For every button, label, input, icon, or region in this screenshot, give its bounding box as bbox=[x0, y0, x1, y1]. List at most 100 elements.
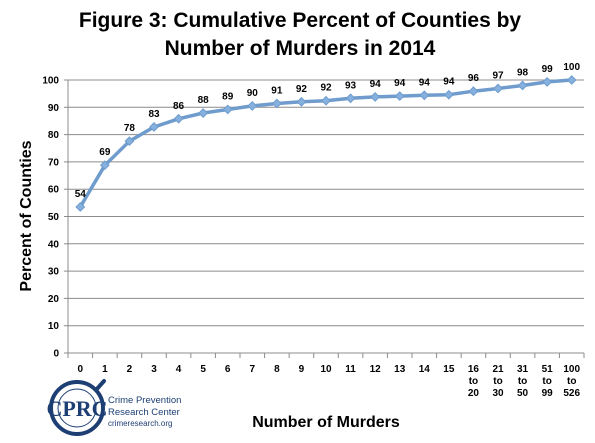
x-tick-label-line: 50 bbox=[517, 388, 529, 399]
x-tick-label: 7 bbox=[250, 364, 256, 375]
x-tick-label: 9 bbox=[299, 364, 305, 375]
data-point bbox=[345, 93, 356, 104]
x-tick-label: 51 to 99 bbox=[542, 364, 554, 399]
x-tick-label-line: 11 bbox=[345, 364, 356, 375]
data-point bbox=[370, 92, 381, 102]
x-tick-label: 0 bbox=[78, 364, 84, 375]
x-tick-label-line: 30 bbox=[492, 388, 504, 399]
x-tick-label-line: to bbox=[493, 376, 502, 387]
x-tick-label: 8 bbox=[274, 364, 280, 375]
x-tick-label-line: 3 bbox=[151, 364, 157, 375]
x-tick-label-line: 5 bbox=[200, 364, 206, 375]
x-tick-label: 11 bbox=[345, 364, 356, 375]
y-tick-label: 50 bbox=[48, 212, 60, 223]
y-tick-label: 100 bbox=[42, 76, 59, 87]
x-tick-label: 31 to 50 bbox=[517, 364, 529, 399]
data-point bbox=[443, 89, 454, 100]
y-tick-label: 20 bbox=[48, 294, 60, 305]
data-point bbox=[198, 108, 209, 118]
x-tick-label: 14 bbox=[419, 364, 431, 375]
x-tick-label-line: to bbox=[469, 376, 478, 387]
data-point bbox=[296, 96, 307, 107]
x-tick-label-line: to bbox=[518, 376, 527, 387]
x-tick-label: 2 bbox=[127, 364, 133, 375]
data-point bbox=[468, 86, 479, 97]
x-tick-label: 10 bbox=[320, 364, 332, 375]
x-tick-label: 6 bbox=[225, 364, 231, 375]
logo-name-line-2: Research Center bbox=[108, 407, 180, 418]
y-tick-label: 30 bbox=[48, 267, 60, 278]
data-point bbox=[173, 113, 184, 124]
x-tick-label-line: 0 bbox=[78, 364, 84, 375]
data-label: 92 bbox=[296, 84, 308, 95]
y-axis-title: Percent of Counties bbox=[18, 140, 35, 291]
x-tick-label-line: 51 bbox=[542, 364, 554, 375]
x-tick-label-line: 13 bbox=[394, 364, 406, 375]
x-tick-label-line: 10 bbox=[320, 364, 332, 375]
logo-magnifier-handle bbox=[94, 379, 106, 392]
x-tick-label: 100 to 526 bbox=[563, 364, 580, 399]
logo-ring bbox=[49, 380, 105, 436]
data-label: 94 bbox=[394, 78, 406, 89]
data-point bbox=[493, 83, 503, 94]
data-label: 54 bbox=[75, 189, 87, 200]
data-point bbox=[271, 98, 282, 109]
x-tick-label: 1 bbox=[102, 364, 108, 375]
logo-initials: CPRC bbox=[46, 396, 107, 421]
x-tick-label-line: 14 bbox=[419, 364, 431, 375]
x-tick-label-line: 9 bbox=[299, 364, 305, 375]
x-tick-label-line: 15 bbox=[443, 364, 455, 375]
x-tick-label: 4 bbox=[176, 364, 182, 375]
data-label: 92 bbox=[320, 83, 332, 94]
x-tick-label: 21 to 30 bbox=[492, 364, 504, 399]
x-tick-label-line: 100 bbox=[563, 364, 580, 375]
data-label: 90 bbox=[247, 88, 259, 99]
x-tick-label-line: to bbox=[567, 376, 576, 387]
data-label: 97 bbox=[492, 70, 504, 81]
data-label: 99 bbox=[542, 64, 554, 75]
y-tick-label: 10 bbox=[48, 321, 60, 332]
data-label: 94 bbox=[419, 77, 431, 88]
x-tick-label-line: 12 bbox=[370, 364, 382, 375]
x-tick-label-line: 1 bbox=[102, 364, 108, 375]
data-label: 78 bbox=[124, 123, 136, 134]
data-label: 93 bbox=[345, 80, 357, 91]
data-point bbox=[517, 80, 528, 91]
data-point bbox=[542, 77, 553, 87]
cprc-logo: CPRC Crime Prevention Research Center cr… bbox=[46, 379, 181, 436]
y-tick-label: 70 bbox=[48, 157, 60, 168]
data-label: 86 bbox=[173, 101, 185, 112]
x-tick-label-line: 8 bbox=[274, 364, 280, 375]
data-label: 88 bbox=[198, 95, 210, 106]
x-tick-label-line: 99 bbox=[542, 388, 554, 399]
x-tick-label: 16 to 20 bbox=[468, 364, 480, 399]
data-label: 100 bbox=[563, 62, 580, 73]
data-point bbox=[75, 202, 86, 212]
data-label: 98 bbox=[517, 67, 529, 78]
data-point bbox=[222, 104, 233, 115]
x-tick-label: 12 bbox=[370, 364, 382, 375]
y-tick-label: 0 bbox=[53, 349, 59, 360]
x-tick-label-line: 6 bbox=[225, 364, 231, 375]
data-label: 94 bbox=[370, 79, 382, 90]
x-tick-label-line: 20 bbox=[468, 388, 480, 399]
x-tick-label-line: 2 bbox=[127, 364, 133, 375]
chart-title-line-1: Figure 3: Cumulative Percent of Counties… bbox=[79, 9, 522, 32]
y-tick-label: 80 bbox=[48, 130, 60, 141]
data-point bbox=[321, 95, 331, 106]
data-point bbox=[124, 136, 135, 147]
data-point bbox=[394, 91, 405, 102]
data-label: 94 bbox=[443, 77, 455, 88]
y-tick-label: 40 bbox=[48, 239, 60, 250]
x-tick-label-line: 31 bbox=[517, 364, 529, 375]
data-label: 91 bbox=[271, 85, 283, 96]
logo-name-line-1: Crime Prevention bbox=[108, 395, 181, 406]
x-tick-label-line: 16 bbox=[468, 364, 480, 375]
data-point bbox=[99, 160, 110, 171]
gridlines bbox=[64, 79, 585, 358]
x-tick-label: 13 bbox=[394, 364, 406, 375]
data-label: 96 bbox=[468, 73, 480, 84]
x-tick-label-line: 526 bbox=[563, 388, 580, 399]
y-tick-labels: 0 10 20 30 40 50 60 70 80 90 100 bbox=[42, 76, 59, 360]
